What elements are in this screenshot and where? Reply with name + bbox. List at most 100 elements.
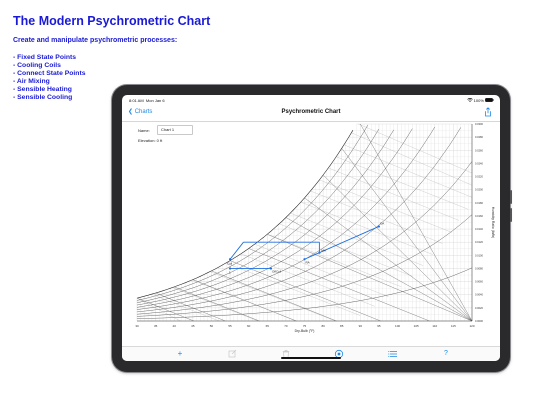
- enthalpy-line: [351, 132, 473, 186]
- feature-item: - Cooling Coils: [13, 62, 61, 70]
- list-icon[interactable]: [387, 349, 399, 359]
- x-tick-label: 115: [451, 324, 456, 328]
- relative-humidity-curve: [136, 128, 380, 303]
- status-indicators: 100%: [466, 98, 494, 103]
- x-tick-label: 120: [469, 324, 474, 328]
- status-time: 8:01 AM Mon Jan 6: [129, 98, 165, 103]
- enthalpy-line: [192, 279, 297, 322]
- x-tick-label: 110: [432, 324, 437, 328]
- enthalpy-line: [225, 262, 361, 316]
- y-tick-label: 0.0120: [475, 240, 483, 244]
- state-point-label: OffCoil: [272, 269, 281, 273]
- x-tick-label: 40: [173, 324, 177, 328]
- y-tick-label: 0.0200: [475, 188, 483, 192]
- app-screen: 8:01 AM Mon Jan 6 100% ❮ Charts Psychrom…: [122, 95, 500, 361]
- wet-bulb-line: [304, 197, 473, 322]
- x-tick-label: 35: [154, 324, 158, 328]
- state-point: [318, 251, 321, 254]
- feature-item: - Air Mixing: [13, 78, 50, 86]
- x-tick-label: 50: [210, 324, 214, 328]
- chart-name-input[interactable]: Chart 1: [157, 125, 193, 135]
- x-tick-label: 95: [377, 324, 381, 328]
- y-axis-label: Humidity Ratio (lb/lb): [491, 207, 495, 238]
- saturation-curve: [136, 130, 354, 299]
- chart-name-label: Name:: [138, 128, 150, 133]
- navigation-bar: ❮ Charts Psychrometric Chart: [122, 105, 500, 122]
- enthalpy-line: [209, 271, 336, 322]
- wet-bulb-line: [267, 234, 473, 322]
- relative-humidity-curve: [136, 128, 413, 308]
- y-tick-label: 0.0240: [475, 161, 483, 165]
- y-tick-label: 0.0220: [475, 175, 483, 179]
- x-tick-label: 100: [395, 324, 400, 328]
- feature-item: - Fixed State Points: [13, 54, 77, 61]
- enthalpy-line: [358, 123, 473, 174]
- x-axis-label: Dry-Bulb (°F): [295, 329, 315, 333]
- chevron-left-icon: ❮: [128, 109, 134, 115]
- y-tick-label: 0.0000: [475, 319, 483, 323]
- y-tick-label: 0.0260: [475, 148, 483, 152]
- page-subhead: Create and manipulate psychrometric proc…: [13, 37, 178, 44]
- y-tick-label: 0.0160: [475, 214, 483, 218]
- wet-bulb-line: [341, 148, 473, 322]
- enthalpy-line: [300, 201, 433, 255]
- add-button[interactable]: +: [177, 349, 183, 358]
- wet-bulb-line: [211, 270, 337, 322]
- x-tick-label: 30: [135, 324, 139, 328]
- wet-bulb-line: [229, 260, 381, 322]
- enthalpy-line: [151, 294, 220, 322]
- state-point-label: MA: [321, 249, 326, 253]
- relative-humidity-curve: [136, 127, 461, 313]
- enthalpy-line: [310, 190, 443, 244]
- enthalpy-line: [254, 244, 389, 297]
- edit-icon[interactable]: [226, 349, 238, 359]
- volume-button: [510, 190, 512, 204]
- y-tick-label: 0.0100: [475, 253, 483, 257]
- enthalpy-line: [136, 298, 181, 322]
- x-tick-label: 75: [303, 324, 307, 328]
- state-point-label: RA: [306, 260, 310, 264]
- x-tick-label: 80: [321, 324, 325, 328]
- x-tick-label: 85: [340, 324, 344, 328]
- state-point: [228, 258, 232, 261]
- wifi-icon: [466, 98, 473, 103]
- y-tick-label: 0.0180: [475, 201, 483, 205]
- psychrometric-chart[interactable]: 30 35 40 45 50 55 60 65 70 75 80 85 90 95 100 105 110 115…: [122, 121, 500, 335]
- x-tick-label: 105: [414, 324, 419, 328]
- x-tick-label: 45: [191, 324, 195, 328]
- x-tick-label: 90: [359, 324, 363, 328]
- battery-level: 100%: [473, 98, 484, 103]
- x-tick-label: 65: [266, 324, 270, 328]
- share-icon[interactable]: [483, 107, 493, 117]
- state-point: [269, 267, 273, 270]
- wet-bulb-line: [360, 123, 473, 322]
- enthalpy-line: [336, 156, 469, 210]
- relative-humidity-curve: [136, 124, 368, 301]
- feature-list: - Fixed State Points - Cooling Coils - C…: [13, 54, 86, 103]
- relative-humidity-curve: [136, 214, 473, 317]
- x-tick-label: 60: [247, 324, 251, 328]
- feature-item: - Connect State Points: [13, 70, 86, 78]
- x-tick-label: 55: [228, 324, 232, 328]
- y-tick-label: 0.0080: [475, 266, 483, 270]
- state-point-label: OA: [380, 221, 384, 225]
- enthalpy-line: [172, 287, 259, 322]
- enthalpy-line: [319, 179, 452, 233]
- wet-bulb-line: [248, 248, 430, 322]
- x-tick-label: 70: [284, 324, 288, 328]
- volume-button: [510, 208, 512, 222]
- mixing-line: [304, 226, 380, 260]
- help-button[interactable]: ?: [444, 350, 448, 357]
- state-point-label: Coil: [227, 261, 233, 265]
- wet-bulb-line: [322, 174, 473, 322]
- enthalpy-line: [267, 234, 402, 287]
- battery-icon: [485, 98, 494, 102]
- state-point: [377, 225, 381, 228]
- enthalpy-line: [290, 212, 424, 266]
- cooling-coil-line: [229, 241, 244, 260]
- back-button[interactable]: ❮ Charts: [128, 109, 153, 115]
- wet-bulb-line: [136, 298, 195, 322]
- state-point-label: 1: [229, 270, 231, 274]
- home-indicator: [281, 357, 341, 359]
- y-tick-label: 0.0140: [475, 227, 483, 231]
